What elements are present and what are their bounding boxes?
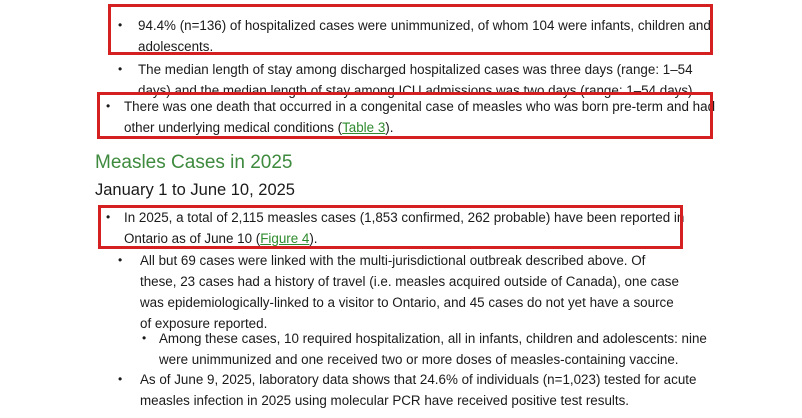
- bullet-text-line: 94.4% (n=136) of hospitalized cases were…: [138, 18, 711, 33]
- bullet-text-line: were unimmunized and one received two or…: [159, 352, 679, 367]
- bullet-icon: •: [142, 331, 147, 345]
- table-3-link[interactable]: Table 3: [342, 120, 386, 135]
- bullet-text-line: other underlying medical conditions (Tab…: [124, 120, 394, 135]
- section-subheading: January 1 to June 10, 2025: [95, 181, 295, 199]
- bullet-icon: •: [106, 99, 111, 113]
- bullet-text-line: of exposure reported.: [140, 316, 268, 331]
- bullet-text-line: All but 69 cases were linked with the mu…: [140, 253, 646, 268]
- bullet-text-line: Ontario as of June 10 (Figure 4).: [124, 231, 318, 246]
- bullet-text-line: Among these cases, 10 required hospitali…: [159, 331, 707, 346]
- bullet-text-line: adolescents.: [138, 39, 214, 54]
- section-heading: Measles Cases in 2025: [95, 152, 293, 173]
- bullet-text-line: There was one death that occurred in a c…: [124, 99, 716, 114]
- bullet-icon: •: [118, 253, 123, 267]
- bullet-text-line: As of June 9, 2025, laboratory data show…: [140, 372, 697, 387]
- bullet-text-line: these, 23 cases had a history of travel …: [140, 274, 679, 289]
- bullet-icon: •: [106, 210, 111, 224]
- figure-4-link[interactable]: Figure 4: [260, 231, 310, 246]
- bullet-icon: •: [118, 372, 123, 386]
- bullet-text-line: The median length of stay among discharg…: [138, 62, 693, 77]
- bullet-text-line: In 2025, a total of 2,115 measles cases …: [124, 210, 685, 225]
- bullet-text-line: was epidemiologically-linked to a visito…: [140, 295, 674, 310]
- bullet-icon: •: [118, 18, 123, 32]
- bullet-text-line: measles infection in 2025 using molecula…: [140, 393, 630, 408]
- bullet-icon: •: [118, 62, 123, 76]
